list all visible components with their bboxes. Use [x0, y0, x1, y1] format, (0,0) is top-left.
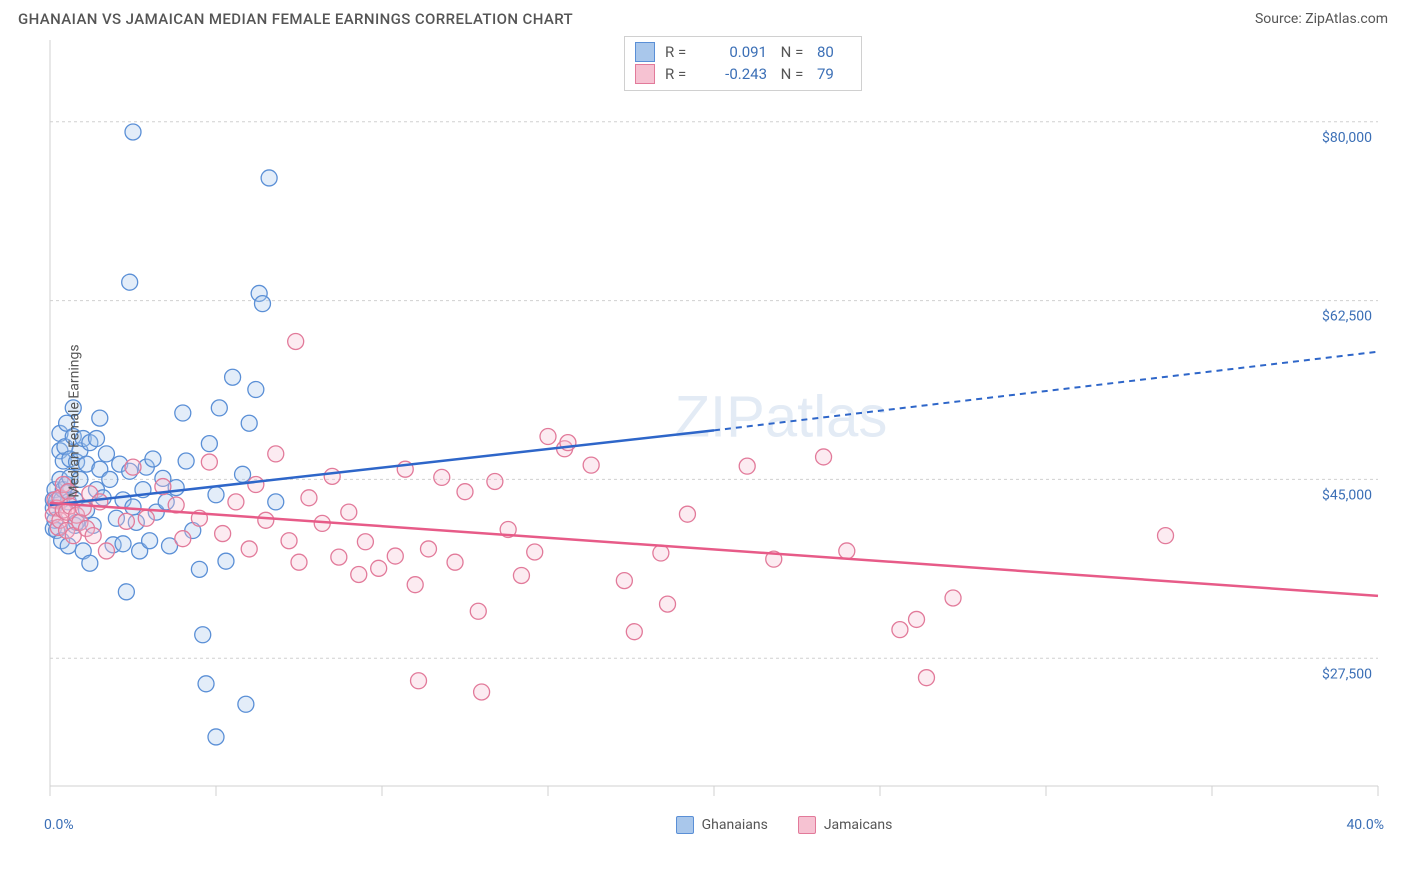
correlation-legend: R = 0.091 N = 80 R = -0.243 N = 79 — [624, 36, 862, 91]
series-legend: Ghanaians Jamaicans — [536, 816, 893, 834]
legend-n-label: N = — [777, 65, 807, 83]
svg-text:$27,500: $27,500 — [1322, 665, 1372, 682]
legend-r-value: -0.243 — [703, 65, 767, 83]
legend-r-label: R = — [665, 43, 693, 61]
series-legend-item: Jamaicans — [798, 816, 893, 834]
series-legend-label: Jamaicans — [824, 817, 893, 833]
legend-r-label: R = — [665, 65, 693, 83]
legend-n-label: N = — [777, 43, 807, 61]
svg-text:$45,000: $45,000 — [1322, 486, 1372, 503]
x-axis-min-label: 0.0% — [44, 817, 74, 833]
legend-swatch — [798, 816, 816, 834]
legend-swatch — [635, 64, 655, 84]
svg-text:$62,500: $62,500 — [1322, 308, 1372, 325]
chart-title: GHANAIAN VS JAMAICAN MEDIAN FEMALE EARNI… — [18, 10, 573, 28]
legend-n-value: 80 — [817, 43, 847, 61]
source-label: Source: ZipAtlas.com — [1255, 11, 1388, 27]
legend-n-value: 79 — [817, 65, 847, 83]
legend-row: R = 0.091 N = 80 — [635, 41, 847, 63]
svg-text:$80,000: $80,000 — [1322, 129, 1372, 146]
x-axis-max-label: 40.0% — [1346, 817, 1384, 833]
svg-text:ZIPatlas: ZIPatlas — [675, 384, 888, 449]
legend-swatch — [635, 42, 655, 62]
legend-swatch — [676, 816, 694, 834]
legend-row: R = -0.243 N = 79 — [635, 63, 847, 85]
scatter-plot: $27,500 $45,000 $62,500 $80,000 ZIPatlas — [44, 34, 1384, 808]
series-legend-label: Ghanaians — [702, 817, 768, 833]
y-axis-label: Median Female Earnings — [67, 344, 83, 497]
series-legend-item: Ghanaians — [676, 816, 768, 834]
legend-r-value: 0.091 — [703, 43, 767, 61]
